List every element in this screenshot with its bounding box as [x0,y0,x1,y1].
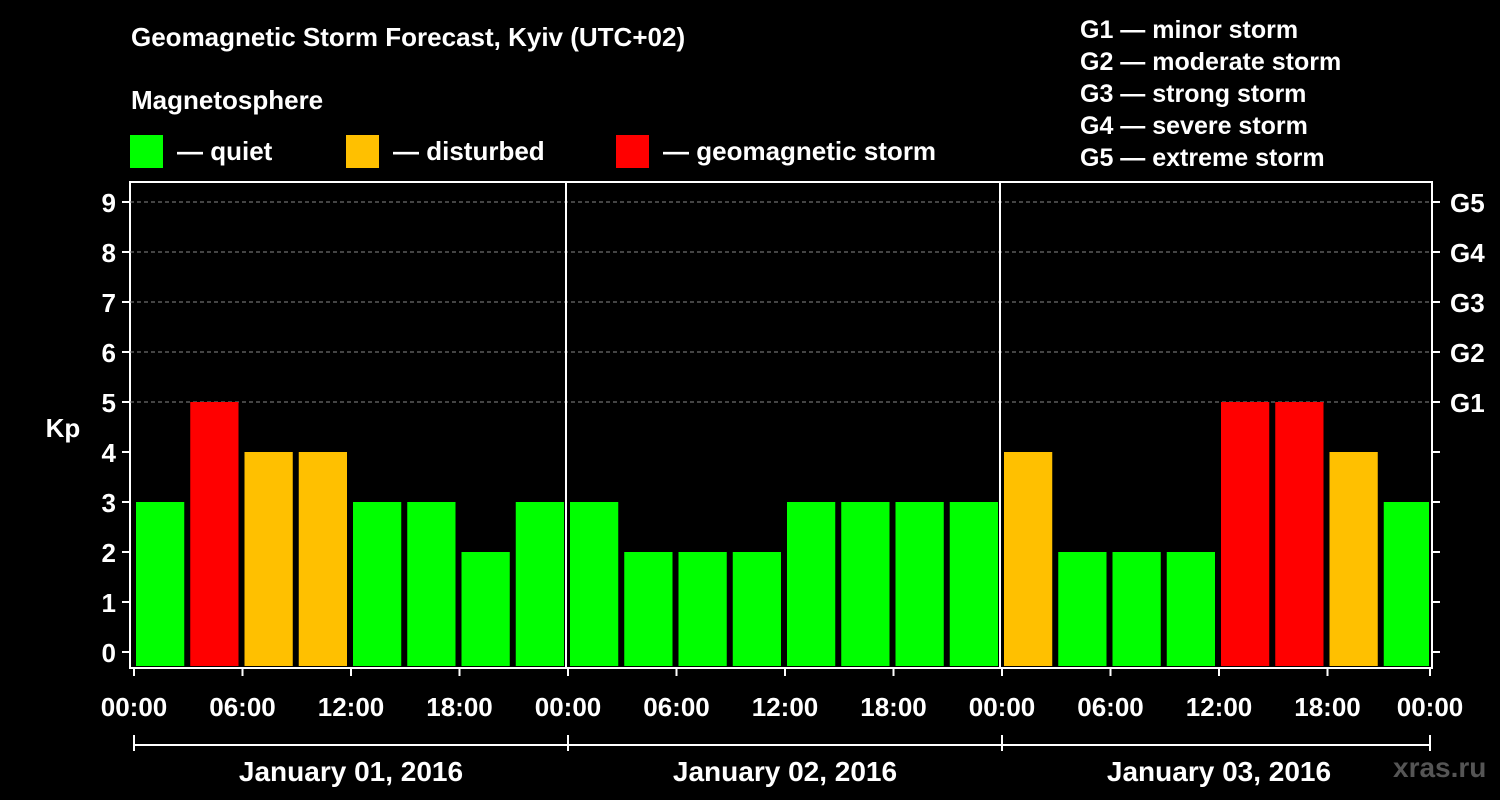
y-tick-label: 9 [102,188,116,218]
legend-swatch-storm [616,134,649,168]
day-brackets: January 01, 2016 January 02, 2016 January … [133,735,1431,787]
kp-bar [895,502,944,666]
y-tick-label: 7 [102,288,116,318]
x-tick-label: 06:00 [643,692,710,722]
x-tick-label: 12:00 [318,692,385,722]
x-tick-label: 12:00 [1186,692,1253,722]
kp-bar [1383,502,1429,666]
kp-bar [787,502,836,666]
kp-bar [949,502,998,666]
y-axis-label: Kp [46,413,81,443]
kp-bar [1004,452,1053,666]
x-tick-label: 18:00 [860,692,927,722]
kp-bar [407,502,456,666]
legend-swatch-quiet [130,134,163,168]
kp-bar [461,552,510,666]
legend-heading: Magnetosphere [131,85,324,115]
bars [136,402,1429,666]
x-tick-label: 00:00 [969,692,1036,722]
kp-bar [1166,552,1215,666]
y-tick-label: 5 [102,388,116,418]
right-axis-label: G4 [1450,238,1485,268]
y-tick-label: 1 [102,588,116,618]
storm-level-g3: G3 — strong storm [1080,80,1307,108]
legend-swatch-disturbed [346,134,379,168]
right-axis-ticks: G1 G2 G3 G4 G5 [1432,188,1485,653]
kp-bar [1275,402,1324,666]
kp-bar [1221,402,1270,666]
legend-item-disturbed: — disturbed [346,134,545,168]
x-tick-label: 06:00 [209,692,276,722]
right-axis-label: G5 [1450,188,1485,218]
kp-bar [515,502,564,666]
legend-item-storm: — geomagnetic storm [616,134,936,168]
kp-bar [136,502,185,666]
day-separators [565,182,1001,668]
legend-label-storm: — geomagnetic storm [663,135,937,166]
x-tick-label: 00:00 [535,692,602,722]
y-tick-label: 2 [102,538,116,568]
x-tick-label: 18:00 [426,692,493,722]
kp-bar [841,502,890,666]
x-tick-label: 00:00 [101,692,168,722]
x-tick-label: 06:00 [1077,692,1144,722]
x-tick-label: 12:00 [752,692,819,722]
storm-level-g2: G2 — moderate storm [1080,48,1342,76]
y-tick-label: 3 [102,488,116,518]
day-label: January 03, 2016 [1107,756,1331,787]
kp-bar [732,552,781,666]
plot-area [129,181,1433,669]
storm-level-g5: G5 — extreme storm [1080,144,1325,172]
right-axis-label: G2 [1450,338,1485,368]
storm-level-g4: G4 — severe storm [1080,112,1308,140]
grid-lines [130,201,1432,403]
legend-label-quiet: — quiet [177,135,273,166]
y-tick-label: 4 [102,438,117,468]
kp-bar [190,402,239,666]
day-label: January 01, 2016 [239,756,463,787]
x-tick-label: 00:00 [1397,692,1464,722]
kp-bar [1058,552,1107,666]
chart-title: Geomagnetic Storm Forecast, Kyiv (UTC+02… [131,22,686,52]
kp-bar [570,502,619,666]
x-axis-ticks: 00:00 06:00 12:00 18:00 00:00 06:00 12:00 18:00… [101,668,1464,722]
right-axis-label: G3 [1450,288,1485,318]
kp-bar [298,452,347,666]
y-tick-label: 8 [102,238,116,268]
kp-bar [1112,552,1161,666]
kp-bar [624,552,673,666]
day-label: January 02, 2016 [673,756,897,787]
legend-item-quiet: — quiet [130,134,272,168]
legend-label-disturbed: — disturbed [393,135,545,166]
kp-bar [244,452,293,666]
y-tick-label: 0 [102,638,116,668]
kp-bar [1329,452,1378,666]
kp-bar [678,552,727,666]
y-axis-ticks: 0 1 2 3 4 5 6 7 8 9 [102,188,130,668]
x-tick-label: 18:00 [1294,692,1361,722]
watermark: xras.ru [1393,752,1487,783]
storm-level-g1: G1 — minor storm [1080,16,1299,44]
y-tick-label: 6 [102,338,116,368]
kp-bar [353,502,402,666]
right-axis-label: G1 [1450,388,1485,418]
storm-level-legend: G1 — minor storm G2 — moderate storm G3 … [1080,14,1341,174]
